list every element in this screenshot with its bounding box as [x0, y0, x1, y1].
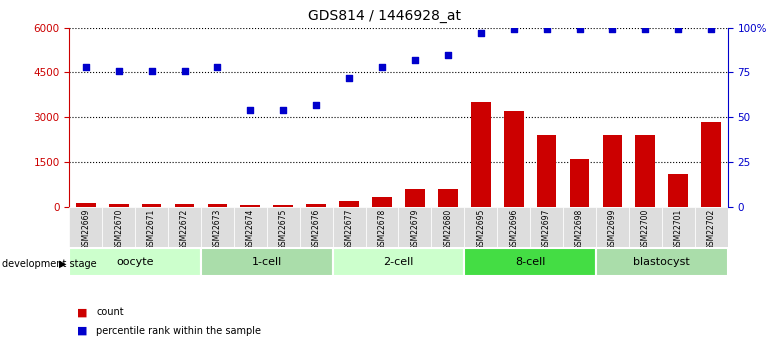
- Bar: [405, 189, 425, 207]
- Bar: [76, 204, 95, 207]
- Bar: [69, 248, 201, 276]
- Point: [179, 68, 191, 73]
- Bar: [340, 201, 359, 207]
- Bar: [273, 205, 293, 207]
- Bar: [69, 207, 102, 247]
- Bar: [695, 207, 728, 247]
- Text: 8-cell: 8-cell: [515, 257, 545, 267]
- Bar: [142, 204, 162, 207]
- Bar: [596, 248, 728, 276]
- Bar: [136, 207, 168, 247]
- Text: development stage: development stage: [2, 259, 96, 269]
- Point: [442, 52, 454, 57]
- Bar: [438, 189, 457, 207]
- Text: GSM22674: GSM22674: [246, 209, 255, 250]
- Point: [574, 27, 586, 32]
- Text: blastocyst: blastocyst: [634, 257, 690, 267]
- Bar: [635, 135, 655, 207]
- Point: [343, 75, 355, 81]
- Text: GSM22672: GSM22672: [180, 209, 189, 250]
- Text: GSM22677: GSM22677: [345, 209, 353, 250]
- Point: [211, 64, 223, 70]
- Bar: [629, 207, 662, 247]
- Text: ■: ■: [77, 307, 88, 317]
- Text: GSM22678: GSM22678: [377, 209, 387, 250]
- Text: GSM22679: GSM22679: [410, 209, 420, 250]
- Bar: [366, 207, 399, 247]
- Text: ▶: ▶: [59, 259, 66, 269]
- Bar: [240, 205, 260, 207]
- Text: 1-cell: 1-cell: [252, 257, 282, 267]
- Text: GSM22675: GSM22675: [279, 209, 288, 250]
- Bar: [175, 204, 194, 207]
- Text: GSM22669: GSM22669: [82, 209, 90, 250]
- Text: GSM22680: GSM22680: [444, 209, 452, 250]
- Point: [409, 57, 421, 63]
- Bar: [201, 207, 234, 247]
- Bar: [662, 207, 695, 247]
- Text: GSM22673: GSM22673: [213, 209, 222, 250]
- Bar: [603, 135, 622, 207]
- Point: [672, 27, 685, 32]
- Bar: [668, 174, 688, 207]
- Point: [705, 27, 718, 32]
- Bar: [464, 207, 497, 247]
- Point: [244, 107, 256, 113]
- Point: [376, 64, 388, 70]
- Bar: [531, 207, 563, 247]
- Point: [146, 68, 158, 73]
- Text: GSM22700: GSM22700: [641, 209, 650, 250]
- Point: [639, 27, 651, 32]
- Point: [79, 64, 92, 70]
- Bar: [464, 248, 596, 276]
- Point: [310, 102, 323, 108]
- Text: GSM22699: GSM22699: [608, 209, 617, 250]
- Text: GSM22697: GSM22697: [542, 209, 551, 250]
- Bar: [168, 207, 201, 247]
- Text: GSM22671: GSM22671: [147, 209, 156, 250]
- Bar: [234, 207, 267, 247]
- Bar: [372, 197, 392, 207]
- Text: GDS814 / 1446928_at: GDS814 / 1446928_at: [309, 9, 461, 23]
- Bar: [399, 207, 431, 247]
- Point: [112, 68, 125, 73]
- Bar: [596, 207, 629, 247]
- Bar: [431, 207, 464, 247]
- Point: [507, 27, 520, 32]
- Bar: [333, 207, 366, 247]
- Bar: [570, 159, 589, 207]
- Point: [541, 27, 553, 32]
- Text: 2-cell: 2-cell: [383, 257, 413, 267]
- Point: [474, 30, 487, 36]
- Bar: [102, 207, 136, 247]
- Text: oocyte: oocyte: [116, 257, 154, 267]
- Bar: [306, 204, 326, 207]
- Text: ■: ■: [77, 326, 88, 335]
- Text: GSM22701: GSM22701: [674, 209, 683, 250]
- Point: [277, 107, 290, 113]
- Bar: [201, 248, 333, 276]
- Bar: [471, 102, 490, 207]
- Text: GSM22696: GSM22696: [509, 209, 518, 250]
- Bar: [563, 207, 596, 247]
- Bar: [497, 207, 531, 247]
- Text: GSM22702: GSM22702: [707, 209, 715, 250]
- Bar: [267, 207, 300, 247]
- Text: percentile rank within the sample: percentile rank within the sample: [96, 326, 261, 335]
- Text: GSM22670: GSM22670: [114, 209, 123, 250]
- Text: GSM22676: GSM22676: [312, 209, 320, 250]
- Text: GSM22695: GSM22695: [477, 209, 485, 250]
- Text: count: count: [96, 307, 124, 317]
- Bar: [300, 207, 333, 247]
- Point: [606, 27, 618, 32]
- Bar: [208, 204, 227, 207]
- Text: GSM22698: GSM22698: [575, 209, 584, 250]
- Bar: [537, 135, 557, 207]
- Bar: [109, 204, 129, 207]
- Bar: [504, 111, 524, 207]
- Bar: [333, 248, 464, 276]
- Bar: [701, 122, 721, 207]
